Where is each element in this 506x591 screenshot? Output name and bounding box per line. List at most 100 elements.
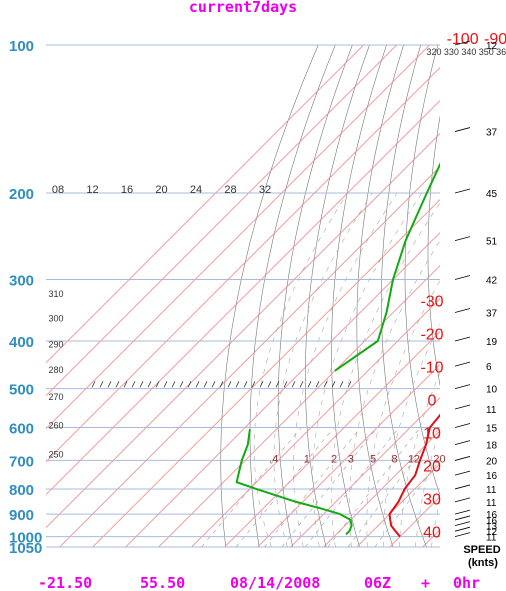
dry-adiabat-line bbox=[381, 45, 427, 547]
theta-labels: 3203303403503603703803904004104204304403… bbox=[48, 47, 506, 460]
wind-barb bbox=[454, 484, 471, 490]
wind-speed-label: 16 bbox=[486, 471, 498, 482]
mixing-ratio-line bbox=[281, 427, 378, 547]
pressure-tick-label: 500 bbox=[9, 382, 34, 399]
wind-speed-label: 6 bbox=[486, 362, 492, 373]
wind-speed-label: 12 bbox=[486, 41, 498, 52]
wind-barb bbox=[454, 404, 471, 410]
wind-barb bbox=[454, 423, 471, 428]
wind-barb bbox=[454, 532, 471, 537]
wind-barb bbox=[454, 440, 471, 446]
sounding-series-2 bbox=[334, 162, 440, 372]
mixing-ratio-label-lower: 8 bbox=[391, 453, 397, 465]
wind-speed-label: 45 bbox=[486, 189, 498, 200]
dry-adiabat-line bbox=[356, 45, 404, 547]
level-mark bbox=[179, 381, 184, 388]
footer-date: 08/14/2008 bbox=[230, 574, 320, 591]
level-mark bbox=[203, 381, 208, 388]
isotherm-line bbox=[290, 397, 440, 547]
wind-column: 1237455142371961011151820161111161613121… bbox=[454, 40, 498, 544]
footer-latitude: -21.50 bbox=[38, 574, 92, 591]
mixing-ratio-line bbox=[304, 427, 400, 547]
level-mark bbox=[163, 381, 168, 388]
level-mark bbox=[243, 381, 248, 388]
temperature-tick-label: -10 bbox=[420, 360, 443, 377]
mixing-ratio-label-upper: 08 bbox=[52, 184, 64, 196]
isobars bbox=[46, 44, 440, 548]
pressure-tick-label: 800 bbox=[9, 482, 34, 499]
wind-header-units: (knts) bbox=[468, 557, 498, 569]
level-mark bbox=[315, 381, 320, 388]
theta-label: 300 bbox=[48, 313, 63, 323]
mixing-ratio-line bbox=[264, 427, 361, 547]
level-mark bbox=[107, 381, 112, 388]
dry-adiabat-line bbox=[450, 45, 506, 547]
temperature-tick-label: 40 bbox=[423, 525, 441, 542]
mixing-ratio-line bbox=[374, 459, 440, 547]
mixing-ratio-label-lower: 5 bbox=[370, 453, 376, 465]
wind-speed-label: 18 bbox=[486, 441, 498, 452]
wind-speed-label: 13 bbox=[486, 522, 498, 533]
wind-barb bbox=[454, 497, 471, 503]
dry-adiabats bbox=[220, 45, 506, 547]
theta-label: 340 bbox=[461, 47, 476, 57]
wind-speed-label: 20 bbox=[486, 456, 498, 467]
level-mark bbox=[155, 381, 160, 388]
wind-header-speed: SPEED bbox=[463, 544, 500, 556]
wind-barb bbox=[454, 515, 471, 521]
isotherms bbox=[46, 45, 440, 547]
theta-label: 270 bbox=[48, 392, 63, 402]
isotherm-line bbox=[46, 67, 440, 463]
isotherm-line bbox=[46, 45, 430, 430]
level-mark bbox=[291, 381, 296, 388]
pressure-tick-label: 1050 bbox=[9, 540, 42, 557]
moist-adiabat-line bbox=[349, 240, 440, 547]
mixing-ratio-line bbox=[201, 427, 302, 547]
isotherm-line bbox=[59, 166, 440, 547]
moist-adiabat-line bbox=[331, 202, 440, 547]
footer-longitude: 55.50 bbox=[140, 574, 185, 591]
mixing-ratio-label-upper: 16 bbox=[121, 184, 133, 196]
temperature-tick-label: 20 bbox=[423, 459, 441, 476]
pressure-tick-label: 100 bbox=[9, 38, 34, 55]
temperature-tick-label: -100 bbox=[447, 31, 479, 48]
dry-adiabat-line bbox=[249, 45, 336, 547]
footer-plus: + bbox=[421, 574, 430, 591]
pressure-tick-label: 200 bbox=[9, 186, 34, 203]
wind-speed-label: 15 bbox=[486, 424, 498, 435]
mixing-ratio-label-lower: .4 bbox=[269, 453, 278, 465]
theta-label: 330 bbox=[444, 47, 459, 57]
moist-adiabat-line bbox=[366, 280, 440, 547]
wind-barb bbox=[454, 236, 471, 242]
isotherm-line bbox=[46, 100, 440, 496]
theta-label: 290 bbox=[48, 339, 63, 349]
level-mark bbox=[227, 381, 232, 388]
wind-speed-label: 11 bbox=[486, 533, 497, 544]
mixing-ratio-label-upper: 32 bbox=[259, 184, 271, 196]
level-mark bbox=[275, 381, 280, 388]
wind-barb bbox=[454, 188, 471, 194]
moist-adiabat-line bbox=[399, 371, 440, 547]
mixing-ratio-label-upper: 24 bbox=[190, 184, 202, 196]
level-mark bbox=[99, 381, 104, 388]
level-mark bbox=[211, 381, 216, 388]
wind-speed-label: 10 bbox=[486, 385, 498, 396]
wind-barb bbox=[454, 384, 471, 389]
wind-barb bbox=[454, 470, 471, 476]
dry-adiabat-line bbox=[305, 45, 370, 547]
level-mark bbox=[219, 381, 224, 388]
theta-label: 250 bbox=[48, 450, 63, 460]
temperature-tick-label: -90 bbox=[484, 31, 506, 48]
isotherm-line bbox=[191, 298, 440, 547]
wind-barb bbox=[454, 456, 471, 461]
pressure-tick-label: 400 bbox=[9, 334, 34, 351]
level-mark bbox=[339, 381, 344, 388]
isotherm-line bbox=[323, 430, 440, 547]
pressure-tick-label: 1000 bbox=[9, 530, 42, 547]
level-mark bbox=[251, 381, 256, 388]
dry-adiabat-line bbox=[427, 115, 440, 387]
mixing-ratio-label-lower: 1 bbox=[304, 453, 310, 465]
